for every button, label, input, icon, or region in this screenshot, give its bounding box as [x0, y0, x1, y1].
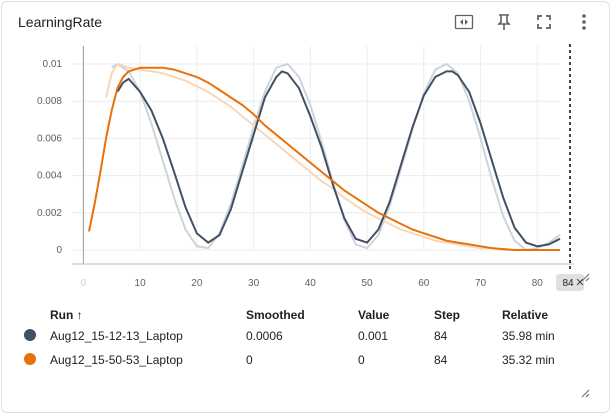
series-smoothed-line	[116, 70, 561, 248]
series-lines	[88, 62, 561, 252]
step-value: 84	[434, 353, 448, 367]
step-cursor[interactable]: 84 ✕	[556, 44, 585, 291]
y-tick-label: 0.008	[37, 96, 62, 107]
series-raw-line	[111, 62, 561, 252]
header-relative[interactable]: Relative	[502, 308, 549, 322]
x-tick-label: 40	[305, 278, 317, 289]
run-color-dot	[24, 353, 36, 365]
header-step[interactable]: Step	[434, 308, 461, 322]
step-cursor-label: 84	[562, 278, 574, 289]
fit-domain-button[interactable]	[452, 10, 476, 34]
smoothed-value: 0.0006	[246, 329, 283, 343]
fullscreen-icon	[537, 15, 551, 29]
more-options-button[interactable]	[572, 10, 596, 34]
more-vert-icon	[582, 14, 586, 30]
x-tick-label: 60	[418, 278, 430, 289]
pin-button[interactable]	[492, 10, 516, 34]
run-name: Aug12_15-50-53_Laptop	[50, 353, 183, 367]
step-cursor-close-icon: ✕	[575, 277, 584, 289]
relative-time: 35.98 min	[502, 329, 555, 343]
header-smoothed[interactable]: Smoothed	[246, 308, 305, 322]
step-value: 84	[434, 329, 448, 343]
relative-time: 35.32 min	[502, 353, 555, 367]
header-run[interactable]: Run ↑	[50, 308, 83, 322]
y-tick-label: 0.004	[37, 171, 62, 182]
series-raw-line	[105, 62, 560, 251]
y-tick-label: 0.002	[37, 208, 62, 219]
x-tick-label: 70	[475, 278, 487, 289]
x-tick-label: 0	[81, 278, 87, 289]
run-name: Aug12_15-12-13_Laptop	[50, 329, 183, 343]
chart-resize-handle-icon[interactable]	[580, 272, 590, 282]
pin-icon	[497, 14, 511, 30]
run-color-dot	[24, 329, 36, 341]
x-tick-label: 50	[362, 278, 374, 289]
header-value[interactable]: Value	[358, 308, 390, 322]
smoothed-value: 0	[246, 353, 253, 367]
axes: 0 0.002 0.004 0.006 0.008 0.01 0 10 20 30 40 50 60 70…	[37, 46, 574, 289]
card-resize-handle-icon[interactable]	[580, 388, 590, 398]
y-tick-label: 0.01	[43, 59, 63, 70]
fit-domain-icon	[454, 14, 474, 30]
raw-value: 0.001	[358, 329, 389, 343]
line-chart[interactable]: 0 0.002 0.004 0.006 0.008 0.01 0 10 20 30 40 50 60 70…	[2, 2, 609, 302]
series-smoothed-line	[88, 66, 560, 251]
x-tick-label: 10	[135, 278, 147, 289]
fullscreen-button[interactable]	[532, 10, 556, 34]
y-tick-label: 0	[56, 245, 62, 256]
grid-lines	[72, 46, 560, 251]
y-tick-label: 0.006	[37, 133, 62, 144]
raw-value: 0	[358, 353, 365, 367]
card-title: LearningRate	[18, 14, 103, 30]
step-cursor-badge	[556, 274, 584, 291]
x-tick-label: 80	[532, 278, 544, 289]
x-tick-label: 20	[191, 278, 203, 289]
x-tick-label: 30	[248, 278, 260, 289]
